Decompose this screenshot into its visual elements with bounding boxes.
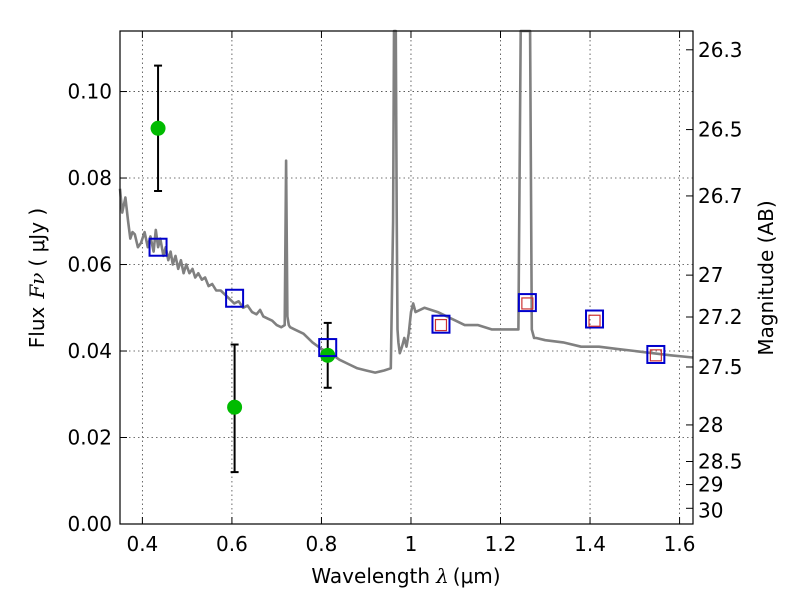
y2-tick-label: 28.5 <box>698 449 743 473</box>
x-tick-label: 1.6 <box>664 532 696 556</box>
y-tick-label: 0.10 <box>67 80 112 104</box>
x-tick-label: 1 <box>405 532 418 556</box>
y2-tick-label: 29 <box>698 473 723 497</box>
y-tick-label: 0.00 <box>67 512 112 536</box>
x-axis-label: Wavelength λ (μm) <box>311 564 500 588</box>
y-tick-label: 0.04 <box>67 339 112 363</box>
x-tick-label: 0.4 <box>126 532 158 556</box>
y2-tick-label: 30 <box>698 498 723 522</box>
error-bars <box>154 64 332 474</box>
y2-axis-label: Magnitude (AB) <box>754 200 778 355</box>
x-tick-label: 0.8 <box>306 532 338 556</box>
model-spectrum <box>118 29 694 374</box>
observed-point <box>227 399 243 415</box>
model-box <box>646 344 666 364</box>
y2-tick-label: 27 <box>698 263 723 287</box>
model-box <box>517 293 537 313</box>
y2-tick-label: 26.3 <box>698 38 743 62</box>
observed-point <box>150 120 166 136</box>
model-box <box>318 338 338 358</box>
y-tick-label: 0.08 <box>67 166 112 190</box>
y2-tick-label: 28 <box>698 413 723 437</box>
y2-tick-label: 26.5 <box>698 118 743 142</box>
model-box <box>148 237 168 257</box>
y2-tick-label: 27.5 <box>698 355 743 379</box>
model-box <box>431 314 451 334</box>
model-inner-box <box>649 349 662 362</box>
y-axis-label: FluxFν( μJy ) <box>25 208 49 348</box>
y-tick-label: 0.02 <box>67 426 112 450</box>
model-photometry-boxes <box>148 237 666 364</box>
plot-frame <box>119 30 694 525</box>
x-tick-label: 1.2 <box>485 532 517 556</box>
axis-ticks: 0.4 0.6 0.8 1 1.2 1.4 1.6 0.00 0.02 0.04 0.06 0.08 0… <box>67 31 743 556</box>
model-inner-box <box>588 314 601 327</box>
model-box <box>585 309 605 329</box>
model-box <box>225 288 245 308</box>
spectrum-line <box>118 29 694 374</box>
model-inner-box <box>521 297 534 310</box>
model-inner-box <box>434 318 448 332</box>
y-tick-label: 0.06 <box>67 253 112 277</box>
x-tick-label: 1.4 <box>574 532 606 556</box>
y2-tick-label: 27.2 <box>698 305 743 329</box>
x-tick-label: 0.6 <box>216 532 248 556</box>
y2-tick-label: 26.7 <box>698 184 743 208</box>
